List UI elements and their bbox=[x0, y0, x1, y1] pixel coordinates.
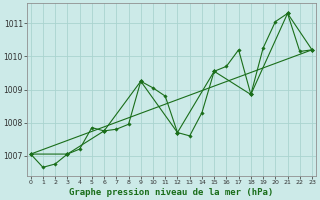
X-axis label: Graphe pression niveau de la mer (hPa): Graphe pression niveau de la mer (hPa) bbox=[69, 188, 274, 197]
